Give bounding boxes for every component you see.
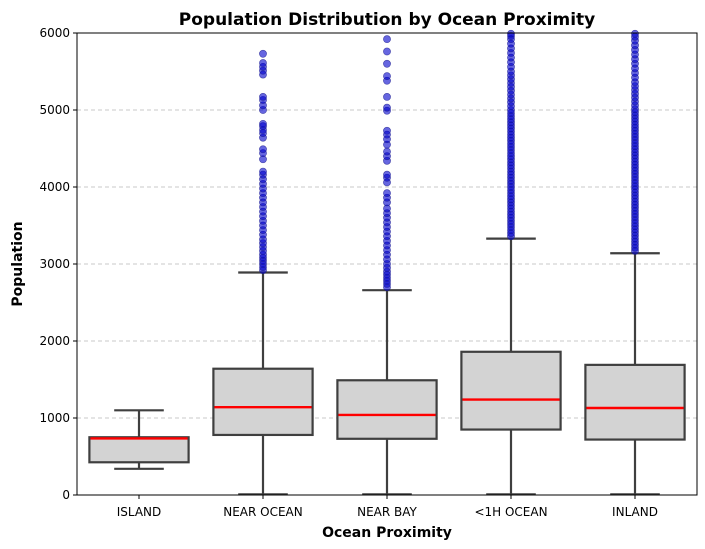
y-tick-label: 1000: [39, 411, 70, 425]
outlier-point: [383, 47, 391, 56]
outlier-point: [383, 72, 391, 81]
y-tick-label: 0: [62, 488, 70, 502]
y-tick-label: 6000: [39, 26, 70, 40]
chart-title: Population Distribution by Ocean Proximi…: [179, 10, 595, 30]
outlier-point: [507, 29, 515, 38]
outlier-point: [259, 145, 267, 154]
box-group: [584, 252, 686, 496]
outlier-point: [259, 59, 267, 67]
x-tick-label: INLAND: [612, 505, 658, 519]
box-group: [212, 271, 314, 496]
outlier-point: [259, 49, 267, 58]
x-tick-label: NEAR OCEAN: [223, 505, 303, 519]
y-tick-label: 5000: [39, 103, 70, 117]
outlier-point: [259, 119, 267, 128]
outlier-point: [259, 167, 267, 176]
outlier-point: [383, 189, 391, 198]
x-tick-label: <1H OCEAN: [474, 505, 547, 519]
iqr-box: [88, 436, 190, 464]
outlier-point: [259, 93, 267, 101]
outlier-point: [383, 35, 391, 44]
y-tick-label: 3000: [39, 257, 70, 271]
iqr-box: [584, 363, 686, 441]
outlier-point: [383, 59, 391, 68]
box-group: [88, 409, 190, 470]
box-group: [460, 237, 562, 496]
outlier-point: [383, 170, 391, 179]
box-group: [336, 289, 438, 496]
box-series: [88, 237, 686, 496]
x-tick-label: NEAR BAY: [357, 505, 417, 519]
outlier-point: [383, 126, 391, 135]
x-axis-ticks: ISLAND NEAR OCEAN NEAR BAY <1H OCEAN INLAND: [117, 495, 658, 519]
outlier-point: [631, 29, 639, 38]
iqr-box: [460, 350, 562, 431]
outlier-points: [259, 29, 639, 291]
iqr-box: [336, 379, 438, 440]
x-axis-label: Ocean Proximity: [322, 525, 452, 541]
y-axis-label: Population: [10, 221, 26, 306]
outlier-point: [383, 103, 391, 112]
outlier-point: [383, 147, 391, 156]
y-axis-ticks: 0 1000 2000 3000 4000 5000 6000: [39, 26, 77, 502]
iqr-box: [212, 367, 314, 437]
outlier-point: [383, 93, 391, 101]
y-tick-label: 4000: [39, 180, 70, 194]
y-tick-label: 2000: [39, 334, 70, 348]
x-tick-label: ISLAND: [117, 505, 162, 519]
